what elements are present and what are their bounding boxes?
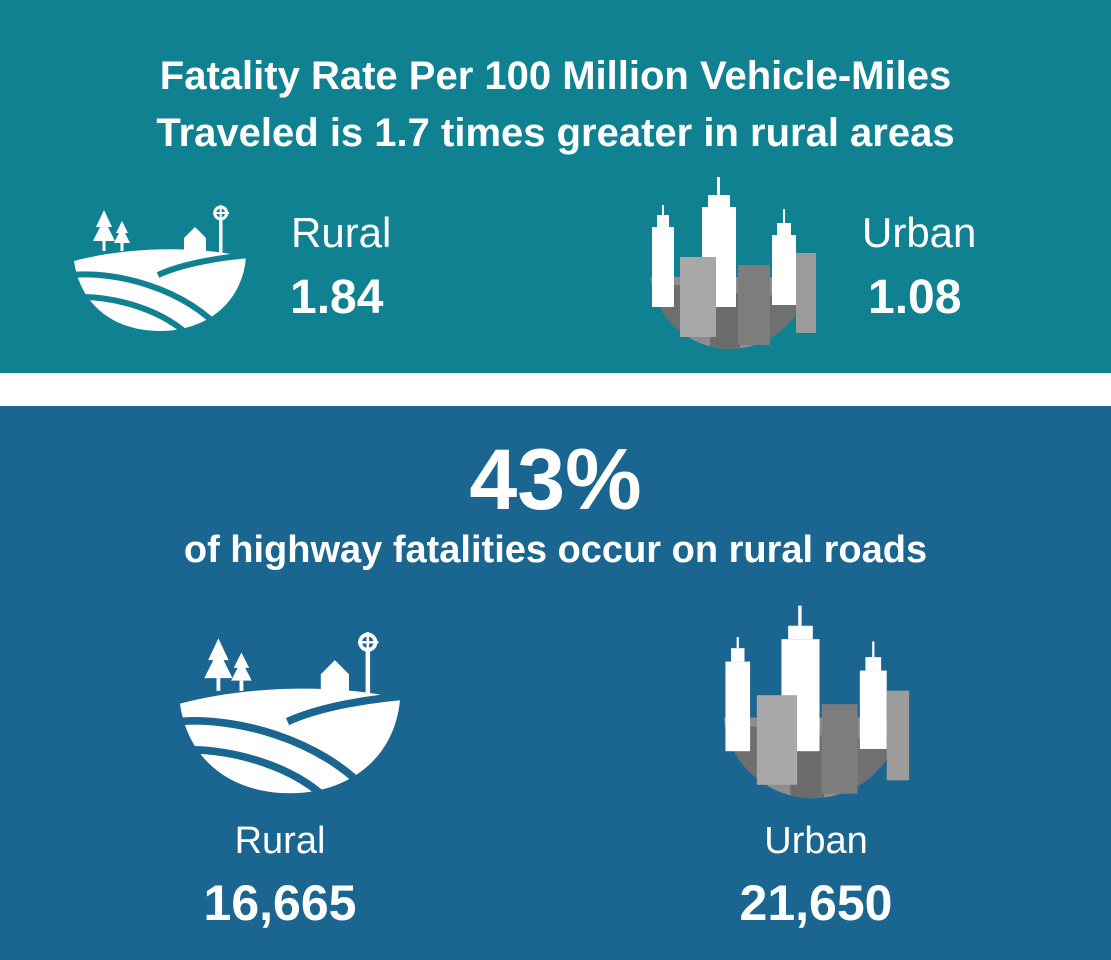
city-icon: [640, 185, 820, 335]
share-rural-value: 16,665: [203, 875, 357, 931]
rate-title-line2: Traveled is 1.7 times greater in rural a…: [156, 111, 955, 155]
share-urban-label: Urban: [764, 820, 868, 862]
rate-rural-label: Rural: [291, 209, 392, 256]
city-icon: [712, 610, 922, 800]
rate-title-line1: Fatality Rate Per 100 Million Vehicle-Mi…: [159, 54, 952, 98]
share-rural-label: Rural: [234, 820, 326, 862]
farm-icon: [180, 630, 410, 802]
share-panel: [0, 406, 1111, 960]
percent-value: 43%: [469, 432, 642, 528]
share-urban-value: 21,650: [739, 875, 893, 931]
rate-urban-value: 1.08: [868, 271, 962, 324]
farm-icon: [74, 203, 246, 335]
rate-urban-label: Urban: [862, 209, 977, 256]
rate-rural-value: 1.84: [290, 271, 384, 324]
percent-caption: of highway fatalities occur on rural roa…: [183, 529, 928, 571]
